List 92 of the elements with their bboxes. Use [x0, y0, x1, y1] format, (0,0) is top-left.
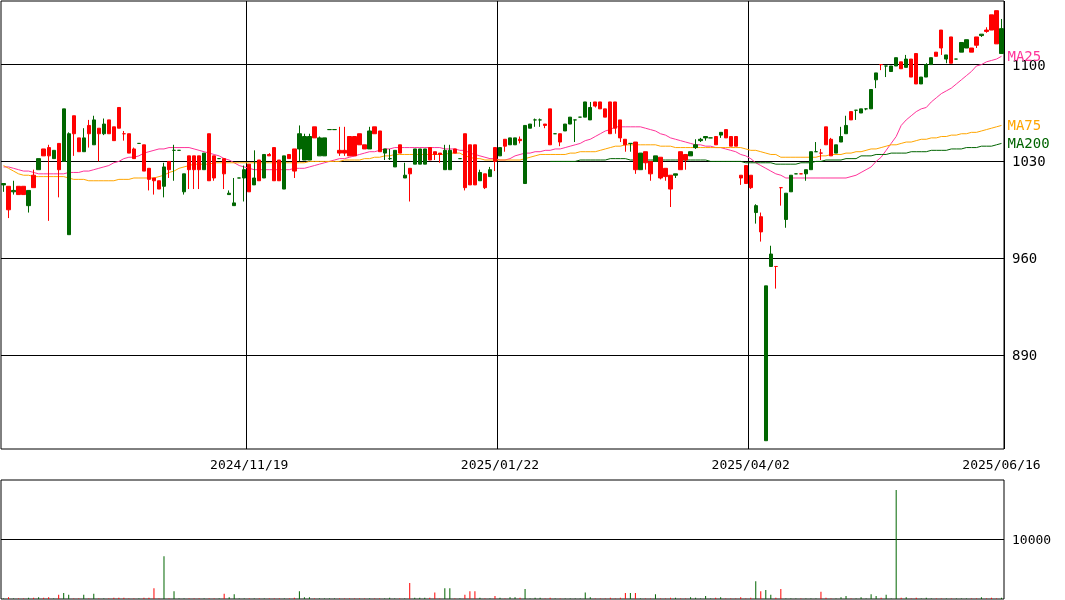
candlestick	[653, 155, 658, 162]
candlestick	[262, 153, 266, 179]
candlestick	[518, 136, 522, 144]
candlestick	[31, 169, 36, 189]
y-tick-label: 960	[1012, 250, 1038, 267]
candlestick	[367, 126, 372, 150]
candlestick	[774, 265, 778, 290]
candlestick	[874, 72, 878, 89]
x-tick-label: 2025/01/22	[460, 457, 540, 472]
candlestick	[97, 127, 101, 162]
candlestick	[638, 152, 643, 171]
candlestick	[242, 165, 246, 202]
candlestick	[393, 149, 397, 168]
candlestick	[383, 148, 387, 161]
candlestick	[979, 33, 984, 38]
candlestick	[252, 149, 256, 186]
candlestick	[483, 173, 487, 190]
candlestick	[769, 245, 773, 267]
candlestick	[844, 115, 848, 135]
x-tick-label: 2025/04/02	[711, 457, 790, 472]
candlestick	[247, 163, 251, 193]
candlestick	[92, 115, 96, 146]
candlestick	[36, 158, 41, 171]
candlestick	[52, 149, 56, 160]
candlestick	[6, 185, 11, 219]
candlestick	[719, 131, 723, 139]
candlestick	[633, 141, 638, 175]
y-tick-label: 890	[1012, 346, 1038, 363]
candlestick	[899, 61, 903, 70]
candlestick	[974, 36, 979, 49]
candlestick	[182, 173, 186, 196]
candlestick	[904, 54, 908, 68]
candlestick	[759, 212, 763, 243]
candlestick	[172, 144, 176, 182]
candlestick	[488, 166, 492, 178]
candlestick	[478, 169, 482, 182]
line-series	[3, 124, 1002, 182]
candlestick	[72, 115, 76, 157]
candlestick	[232, 177, 236, 207]
x-tick-label: 2024/11/19	[210, 457, 289, 472]
candlestick	[498, 147, 502, 157]
candlestick	[623, 138, 627, 153]
candlestick	[839, 126, 843, 143]
candlestick	[779, 187, 783, 207]
candlestick	[558, 133, 562, 147]
candlestick	[82, 127, 86, 153]
candlestick	[282, 155, 286, 190]
candlestick	[849, 111, 853, 121]
candlestick	[688, 151, 693, 157]
candlestick	[102, 118, 106, 136]
candlestick	[312, 126, 317, 139]
candlestick	[714, 136, 718, 146]
candlestick	[999, 18, 1004, 55]
candlestick	[162, 162, 166, 198]
series-label: MA75	[1007, 117, 1042, 134]
candlestick	[11, 180, 16, 196]
candlestick	[57, 142, 61, 198]
y-tick-label: 10000	[1012, 532, 1052, 547]
candlestick	[77, 137, 81, 153]
candlestick	[26, 189, 31, 214]
candlestick	[222, 158, 226, 190]
candlestick	[573, 119, 577, 143]
candlestick	[167, 160, 171, 179]
candlestick	[949, 36, 953, 64]
candlestick	[934, 51, 938, 57]
y-tick-label: 1030	[1012, 153, 1046, 170]
series-label: MA200	[1007, 135, 1050, 152]
candlestick	[869, 88, 873, 110]
candlestick	[257, 159, 261, 182]
candlestick	[493, 147, 497, 172]
candlestick	[227, 189, 231, 196]
candlestick	[398, 144, 402, 154]
candlestick	[403, 162, 407, 179]
candlestick	[453, 148, 457, 154]
candlestick	[764, 285, 768, 442]
line-series	[3, 55, 1002, 179]
candlestick	[944, 54, 948, 64]
candlestick	[969, 47, 974, 53]
candlestick	[939, 29, 943, 56]
candlestick	[503, 138, 507, 153]
candlestick	[834, 144, 838, 154]
x-tick-label: 2025/06/16	[962, 457, 1041, 472]
candlestick	[754, 203, 758, 225]
candlestick	[87, 119, 91, 149]
candlestick	[202, 152, 206, 171]
candlestick	[789, 174, 793, 193]
candlestick	[698, 137, 703, 143]
candlestick	[408, 167, 412, 202]
candlestick	[673, 173, 678, 179]
candlestick	[693, 138, 698, 150]
candlestick	[784, 192, 788, 229]
candlestick	[1, 183, 6, 193]
